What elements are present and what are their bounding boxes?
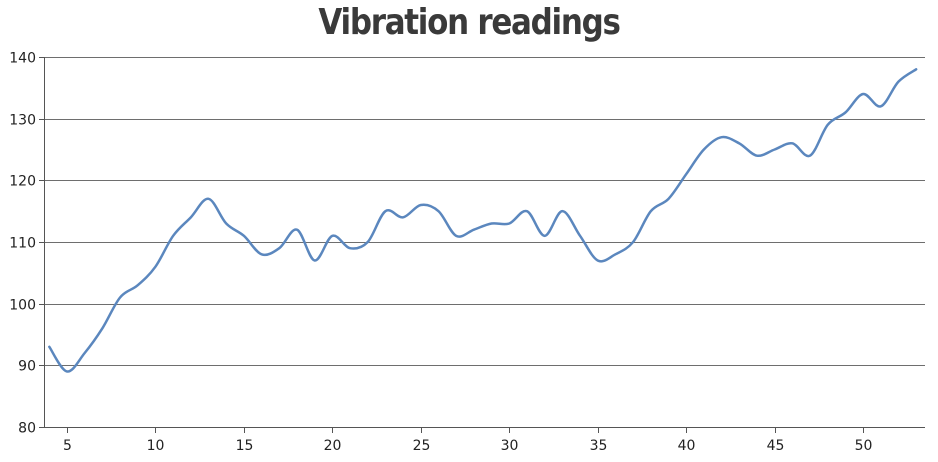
data-point (649, 209, 653, 213)
data-point (118, 296, 122, 300)
data-point (330, 234, 334, 238)
data-point (684, 172, 688, 176)
data-point (366, 240, 370, 244)
y-tick-label: 90 (18, 359, 36, 375)
data-point (737, 141, 741, 145)
data-point (896, 80, 900, 84)
data-point (419, 203, 423, 207)
data-point (843, 111, 847, 115)
data-point (313, 259, 317, 263)
axes (39, 57, 925, 433)
x-tick-label: 10 (147, 438, 165, 454)
data-point (189, 215, 193, 219)
y-tick-label: 130 (9, 113, 36, 129)
x-tick-label: 40 (678, 438, 696, 454)
data-point (596, 259, 600, 263)
data-point (260, 252, 264, 256)
data-point (702, 148, 706, 152)
data-point (861, 92, 865, 96)
x-tick-label: 35 (590, 438, 608, 454)
y-tick-label: 80 (18, 421, 36, 437)
gridlines (44, 57, 925, 366)
chart-title: Vibration readings (318, 2, 620, 43)
data-point (100, 326, 104, 330)
data-point (171, 234, 175, 238)
y-tick-label: 120 (9, 174, 36, 190)
data-point (808, 154, 812, 158)
tick-labels: 80 90 100 110 120 130 140 5 10 15 20 25 30 35 40 45 50 (9, 51, 872, 455)
data-point (826, 123, 830, 127)
data-point (914, 67, 918, 71)
data-point (83, 351, 87, 355)
data-point (543, 234, 547, 238)
y-tick-label: 100 (9, 298, 36, 314)
data-point (790, 141, 794, 145)
data-point (720, 135, 724, 139)
series-line-0 (48, 68, 918, 373)
x-tick-label: 50 (855, 438, 873, 454)
data-point (383, 209, 387, 213)
x-tick-label: 45 (767, 438, 785, 454)
data-point (207, 197, 211, 201)
data-point (153, 265, 157, 269)
data-point (631, 240, 635, 244)
data-point (525, 209, 529, 213)
data-point (578, 234, 582, 238)
data-point (666, 197, 670, 201)
data-point (437, 209, 441, 213)
data-point (47, 345, 51, 349)
data-point (295, 228, 299, 232)
data-point (490, 222, 494, 226)
data-point (348, 246, 352, 250)
data-point (242, 234, 246, 238)
data-point (755, 154, 759, 158)
x-tick-label: 5 (63, 438, 72, 454)
data-point (454, 234, 458, 238)
data-point (65, 370, 69, 374)
x-tick-label: 25 (413, 438, 431, 454)
data-point (401, 215, 405, 219)
data-point (277, 246, 281, 250)
data-point (773, 148, 777, 152)
data-point (879, 104, 883, 108)
data-point (224, 222, 228, 226)
data-point (136, 283, 140, 287)
x-tick-label: 15 (236, 438, 254, 454)
data-point (613, 252, 617, 256)
x-tick-label: 20 (324, 438, 342, 454)
data-point (560, 209, 564, 213)
x-tick-label: 30 (501, 438, 519, 454)
series-layer (47, 67, 918, 374)
data-point (472, 228, 476, 232)
y-tick-label: 110 (9, 236, 36, 252)
y-tick-label: 140 (9, 51, 36, 67)
data-point (507, 222, 511, 226)
